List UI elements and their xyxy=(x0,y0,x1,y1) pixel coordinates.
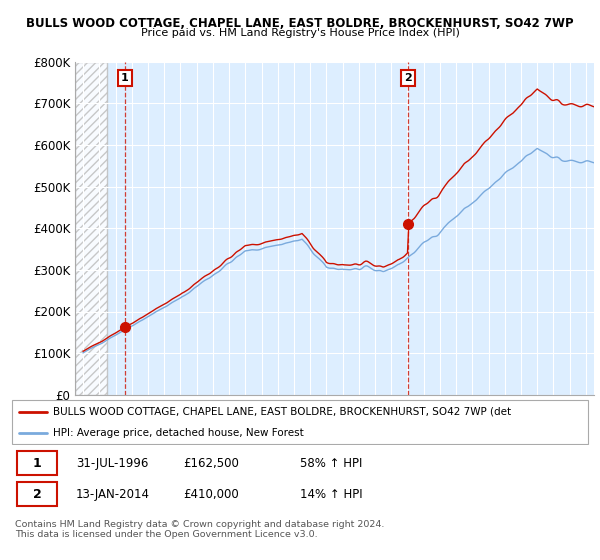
Text: 1: 1 xyxy=(32,456,41,469)
Bar xyxy=(75,62,107,395)
Text: BULLS WOOD COTTAGE, CHAPEL LANE, EAST BOLDRE, BROCKENHURST, SO42 7WP: BULLS WOOD COTTAGE, CHAPEL LANE, EAST BO… xyxy=(26,17,574,30)
Text: 1: 1 xyxy=(121,73,129,83)
Text: £410,000: £410,000 xyxy=(184,488,239,501)
FancyBboxPatch shape xyxy=(17,451,58,475)
Text: BULLS WOOD COTTAGE, CHAPEL LANE, EAST BOLDRE, BROCKENHURST, SO42 7WP (det: BULLS WOOD COTTAGE, CHAPEL LANE, EAST BO… xyxy=(53,407,511,417)
Text: Contains HM Land Registry data © Crown copyright and database right 2024.
This d: Contains HM Land Registry data © Crown c… xyxy=(15,520,385,539)
Text: 58% ↑ HPI: 58% ↑ HPI xyxy=(300,456,362,469)
FancyBboxPatch shape xyxy=(12,400,588,444)
Text: 13-JAN-2014: 13-JAN-2014 xyxy=(76,488,150,501)
Text: £162,500: £162,500 xyxy=(184,456,239,469)
Text: HPI: Average price, detached house, New Forest: HPI: Average price, detached house, New … xyxy=(53,428,304,438)
FancyBboxPatch shape xyxy=(17,483,58,506)
Text: 31-JUL-1996: 31-JUL-1996 xyxy=(76,456,148,469)
Text: Price paid vs. HM Land Registry's House Price Index (HPI): Price paid vs. HM Land Registry's House … xyxy=(140,28,460,38)
Text: 14% ↑ HPI: 14% ↑ HPI xyxy=(300,488,362,501)
Text: 2: 2 xyxy=(32,488,41,501)
Text: 2: 2 xyxy=(404,73,412,83)
